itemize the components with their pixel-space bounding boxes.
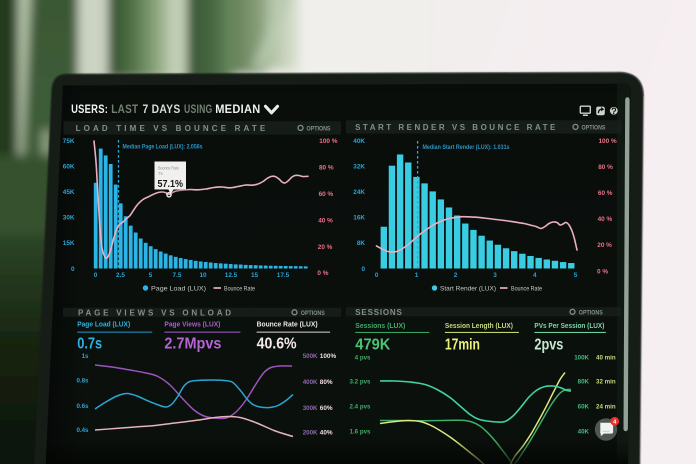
svg-text:USING: USING [184,103,213,116]
svg-text:60 %: 60 % [319,191,334,198]
svg-text:OPTIONS: OPTIONS [582,125,606,132]
svg-text:Sessions (LUX): Sessions (LUX) [355,321,406,330]
svg-text:2.5: 2.5 [116,272,125,279]
svg-text:PVs Per Session (LUX): PVs Per Session (LUX) [534,321,605,330]
svg-text:17min: 17min [445,336,480,353]
svg-text:Bounce Rate: Bounce Rate [224,286,255,293]
svg-text:60%: 60% [320,405,333,412]
svg-text:5: 5 [574,272,578,279]
svg-text:Page Load (LUX): Page Load (LUX) [151,286,206,293]
svg-text:2.4 pvs: 2.4 pvs [350,404,372,411]
svg-text:45K: 45K [63,189,75,196]
svg-text:60K: 60K [578,404,590,411]
svg-text:Session Length (LUX): Session Length (LUX) [445,321,514,330]
svg-text:1s: 1s [82,353,89,360]
svg-text:32K: 32K [353,163,365,170]
svg-text:4: 4 [613,420,617,426]
svg-text:7s: 7s [158,171,164,176]
svg-text:40%: 40% [320,430,333,437]
svg-text:57.1%: 57.1% [158,179,184,190]
svg-text:75K: 75K [63,138,75,145]
svg-text:0: 0 [361,266,365,273]
svg-text:0.7s: 0.7s [77,336,102,353]
svg-text:7.5: 7.5 [173,272,182,279]
svg-text:100%: 100% [320,353,337,360]
svg-text:4 pvs: 4 pvs [355,354,371,361]
svg-text:Bounce Rate (LUX): Bounce Rate (LUX) [257,319,319,328]
svg-text:2pvs: 2pvs [534,336,563,353]
svg-text:0: 0 [94,272,98,279]
svg-text:30K: 30K [63,214,75,221]
svg-text:Start Render (LUX): Start Render (LUX) [440,286,496,293]
svg-text:0.6s: 0.6s [76,403,89,410]
svg-text:40K: 40K [578,429,590,436]
svg-text:40 min: 40 min [596,354,616,361]
svg-text:PAGE VIEWS VS ONLOAD: PAGE VIEWS VS ONLOAD [78,308,234,317]
svg-text:80%: 80% [320,379,333,386]
svg-text:0.8s: 0.8s [76,378,89,385]
svg-text:40 %: 40 % [598,216,613,223]
svg-text:0: 0 [375,272,379,279]
svg-text:100 %: 100 % [319,138,337,145]
svg-text:16K: 16K [353,215,365,222]
svg-text:10: 10 [199,272,207,279]
svg-text:40 %: 40 % [318,217,333,224]
svg-text:60 %: 60 % [598,190,613,197]
svg-text:20 %: 20 % [318,244,333,251]
svg-text:OPTIONS: OPTIONS [307,126,331,133]
svg-text:4: 4 [533,272,537,279]
svg-text:32 min: 32 min [596,378,616,385]
svg-text:100 %: 100 % [599,138,617,145]
svg-text:80 %: 80 % [319,164,334,171]
svg-text:24 min: 24 min [596,404,616,411]
svg-text:Page Load (LUX): Page Load (LUX) [77,319,131,328]
svg-text:400K: 400K [303,379,318,386]
svg-text:479K: 479K [355,336,391,353]
svg-text:LAST: LAST [111,103,138,116]
svg-text:0.4s: 0.4s [76,427,89,434]
svg-text:1: 1 [415,272,419,279]
svg-text:15K: 15K [63,240,75,247]
svg-text:0 %: 0 % [317,270,328,277]
svg-text:Page Views (LUX): Page Views (LUX) [164,319,221,328]
svg-text:Median Page Load (LUX): 2.056s: Median Page Load (LUX): 2.056s [123,144,203,151]
svg-text:0 %: 0 % [597,268,608,275]
svg-text:Bounce Rate: Bounce Rate [511,286,542,293]
svg-text:200K: 200K [303,430,318,437]
svg-text:80 %: 80 % [598,164,613,171]
svg-text:5: 5 [149,272,153,279]
svg-text:SESSIONS: SESSIONS [355,308,402,317]
svg-text:300K: 300K [303,405,318,412]
svg-text:START RENDER VS BOUNCE RATE: START RENDER VS BOUNCE RATE [355,123,558,132]
svg-text:40K: 40K [353,138,365,145]
svg-text:2.7Mpvs: 2.7Mpvs [164,336,221,353]
svg-text:2: 2 [454,272,458,279]
svg-text:MEDIAN: MEDIAN [215,103,260,116]
svg-text:7 DAYS: 7 DAYS [143,103,181,116]
svg-text:USERS:: USERS: [71,103,108,116]
svg-text:100K: 100K [574,354,589,361]
svg-text:0: 0 [71,266,75,273]
svg-text:1.6 pvs: 1.6 pvs [350,429,372,436]
svg-text:60K: 60K [63,163,75,170]
svg-text:OPTIONS: OPTIONS [579,310,603,317]
svg-text:24K: 24K [353,189,365,196]
svg-text:40.6%: 40.6% [257,336,297,353]
svg-text:12.5: 12.5 [225,272,238,279]
svg-text:15: 15 [251,272,259,279]
svg-text:8K: 8K [357,240,366,247]
svg-text:3.2 pvs: 3.2 pvs [350,378,372,385]
svg-text:80K: 80K [578,378,590,385]
svg-text:500K: 500K [303,353,318,360]
svg-text:OPTIONS: OPTIONS [301,310,325,317]
svg-text:20 %: 20 % [597,242,612,249]
svg-text:Median Start Render (LUX): 1.0: Median Start Render (LUX): 1.031s [423,144,510,151]
svg-text:Bounce Rate: Bounce Rate [158,165,179,170]
svg-text:3: 3 [493,272,497,279]
svg-text:17.5: 17.5 [277,272,290,279]
svg-text:LOAD TIME VS BOUNCE RATE: LOAD TIME VS BOUNCE RATE [76,124,269,133]
